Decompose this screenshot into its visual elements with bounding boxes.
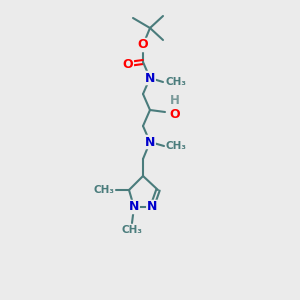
Text: CH₃: CH₃ — [166, 141, 187, 151]
Text: N: N — [145, 136, 155, 148]
Text: CH₃: CH₃ — [93, 185, 114, 195]
Text: H: H — [170, 94, 180, 107]
Text: N: N — [129, 200, 139, 214]
Text: CH₃: CH₃ — [122, 225, 142, 235]
Text: O: O — [169, 109, 180, 122]
Text: N: N — [145, 71, 155, 85]
Text: N: N — [147, 200, 157, 214]
Text: O: O — [138, 38, 148, 52]
Text: O: O — [123, 58, 133, 70]
Text: CH₃: CH₃ — [165, 77, 186, 87]
